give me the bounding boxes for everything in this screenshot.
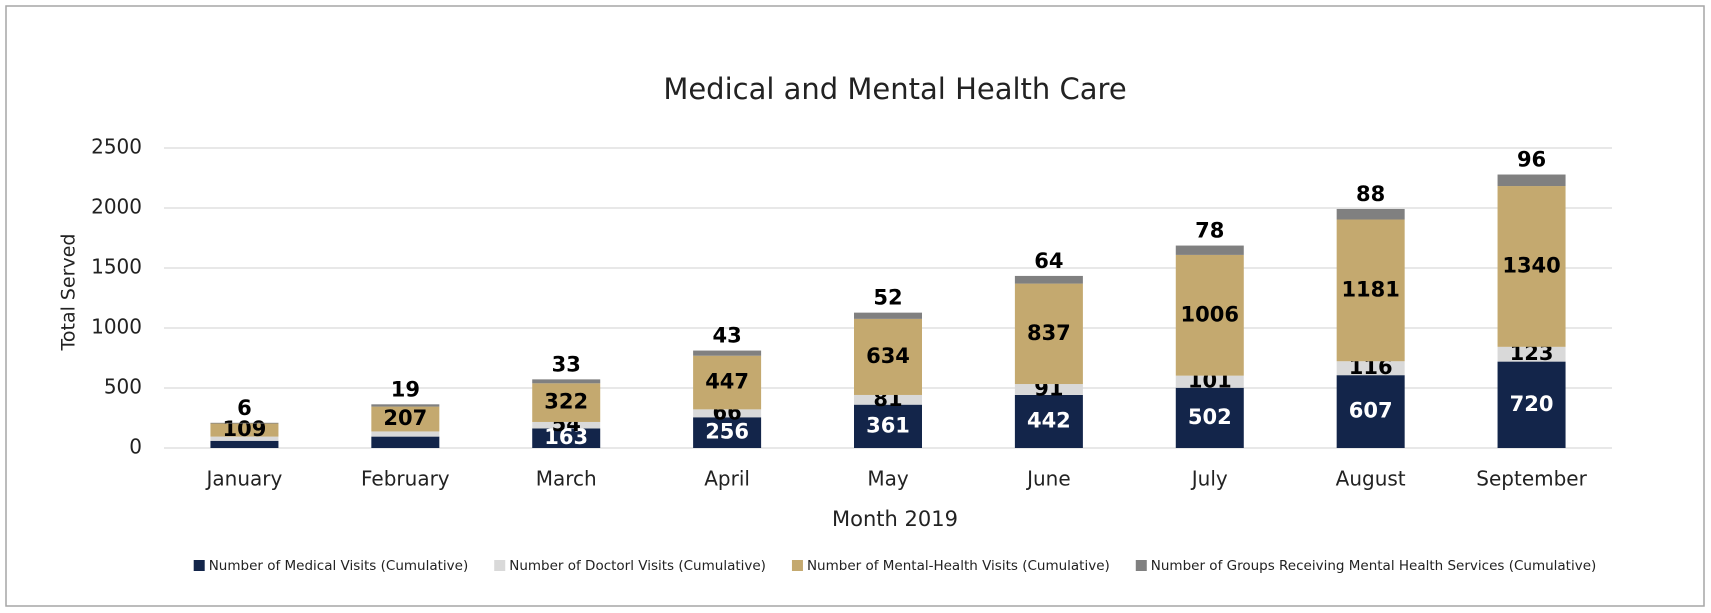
- bar-segment: [693, 355, 762, 410]
- x-tick-label: June: [1025, 467, 1071, 491]
- bar-segment: [371, 406, 440, 432]
- data-label: 163: [544, 425, 588, 449]
- data-label: 447: [705, 370, 749, 394]
- bar-segment: [854, 312, 922, 319]
- bar-segment: [532, 428, 601, 448]
- bar-segment: [1014, 275, 1083, 284]
- data-label: 502: [1188, 405, 1232, 429]
- y-tick-label: 500: [104, 375, 142, 399]
- bar-segment: [693, 409, 762, 418]
- bar-segment: [854, 404, 922, 448]
- data-label: 43: [712, 324, 741, 348]
- data-label: 109: [223, 417, 267, 441]
- data-label: 1181: [1341, 277, 1399, 301]
- bar-segment: [1175, 375, 1244, 388]
- y-tick-label: 1500: [91, 255, 142, 279]
- data-label: 837: [1027, 321, 1071, 345]
- bar-segment: [532, 421, 601, 429]
- data-label: 64: [1034, 249, 1063, 273]
- y-tick-label: 0: [129, 435, 142, 459]
- bar-segment: [371, 436, 440, 448]
- bar-segment: [1497, 346, 1566, 362]
- data-label: 52: [873, 286, 902, 310]
- x-tick-label: May: [867, 467, 909, 491]
- legend-swatch: [1135, 560, 1147, 571]
- legend-label: Number of Mental-Health Visits (Cumulati…: [807, 558, 1110, 574]
- bar-segment: [1175, 245, 1244, 255]
- bar-segment: [1336, 219, 1405, 362]
- chart-title: Medical and Mental Health Care: [663, 72, 1126, 106]
- data-label: 78: [1195, 219, 1224, 243]
- x-tick-label: January: [205, 467, 283, 491]
- bar-segment: [532, 379, 601, 384]
- x-tick-label: April: [704, 467, 750, 491]
- bar-segment: [371, 404, 440, 407]
- y-axis-title: Total Served: [58, 234, 80, 352]
- data-label: 1340: [1502, 253, 1560, 277]
- data-label: 96: [1517, 148, 1546, 172]
- chart-frame: [5, 5, 1705, 607]
- bar-segment: [1014, 394, 1083, 448]
- bar-segment: [1497, 186, 1566, 347]
- x-tick-label: September: [1476, 467, 1587, 491]
- x-tick-label: August: [1336, 467, 1406, 491]
- data-label: 720: [1510, 392, 1554, 416]
- data-label: 207: [383, 406, 427, 430]
- data-label: 88: [1356, 182, 1385, 206]
- x-tick-label: July: [1190, 467, 1228, 491]
- bar-segment: [1014, 384, 1083, 395]
- bar-segment: [210, 440, 279, 448]
- x-tick-label: March: [536, 467, 597, 491]
- bar-segment: [210, 436, 279, 441]
- data-label: 361: [866, 413, 910, 437]
- bar-segment: [1497, 361, 1566, 448]
- legend-label: Number of Groups Receiving Mental Health…: [1151, 558, 1597, 574]
- bar-segment: [1336, 208, 1405, 220]
- data-label: 322: [544, 390, 588, 414]
- data-label: 607: [1349, 399, 1393, 423]
- bar-segment: [693, 417, 762, 448]
- bar-segment: [210, 423, 279, 437]
- data-label: 256: [705, 420, 749, 444]
- legend-swatch: [193, 560, 205, 571]
- bar-segment: [210, 422, 279, 424]
- bar-segment: [532, 383, 601, 422]
- data-label: 634: [866, 344, 910, 368]
- y-tick-label: 2000: [91, 195, 142, 219]
- data-label: 1006: [1181, 302, 1239, 326]
- data-label: 33: [552, 352, 581, 376]
- x-tick-label: February: [361, 467, 450, 491]
- bar-segment: [1497, 174, 1566, 187]
- data-label: 19: [391, 377, 420, 401]
- bar-segment: [1175, 387, 1244, 448]
- data-label: 6: [237, 396, 252, 420]
- bar-segment: [371, 431, 440, 437]
- data-label: 442: [1027, 408, 1071, 432]
- bar-segment: [854, 394, 922, 405]
- bar-segment: [1336, 375, 1405, 448]
- bar-segment: [1336, 361, 1405, 376]
- legend-swatch: [494, 560, 506, 571]
- y-tick-label: 1000: [91, 315, 142, 339]
- legend-label: Number of Doctorl Visits (Cumulative): [509, 558, 766, 574]
- bar-segment: [1014, 283, 1083, 385]
- y-tick-label: 2500: [91, 135, 142, 159]
- bar-segment: [693, 350, 762, 356]
- bar-segment: [1175, 254, 1244, 376]
- x-axis-title: Month 2019: [832, 507, 958, 531]
- legend-swatch: [791, 560, 803, 571]
- legend-label: Number of Medical Visits (Cumulative): [209, 558, 469, 574]
- bar-segment: [854, 318, 922, 395]
